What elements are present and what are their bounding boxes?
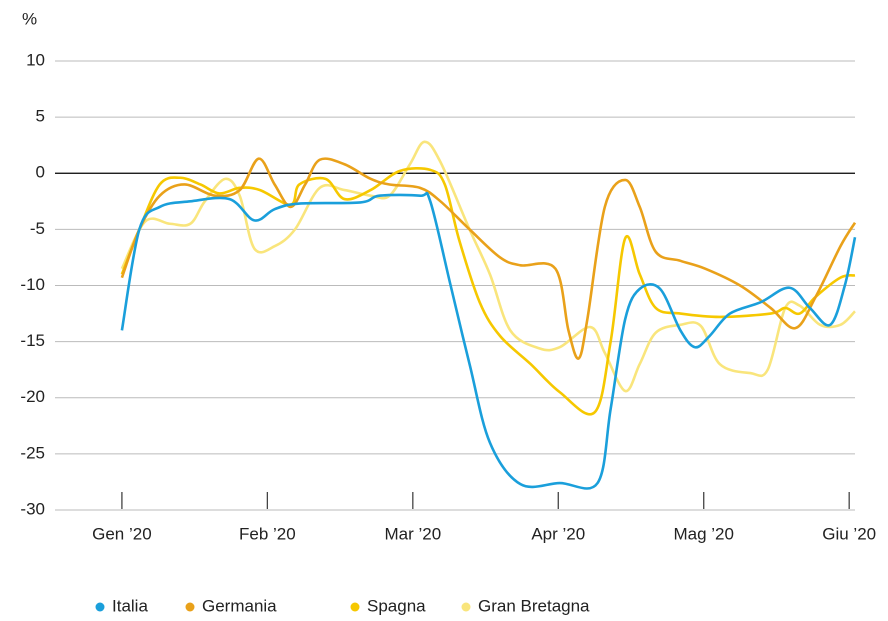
- y-tick-label: -25: [20, 443, 45, 462]
- y-axis-label: %: [22, 9, 37, 28]
- legend-label: Spagna: [367, 596, 426, 615]
- legend-label: Germania: [202, 596, 277, 615]
- legend-marker: [185, 602, 195, 612]
- y-tick-label: 10: [26, 50, 45, 69]
- legend-label: Gran Bretagna: [478, 596, 590, 615]
- y-tick-label: -30: [20, 499, 45, 518]
- x-tick-label: Apr ’20: [531, 524, 585, 543]
- y-tick-label: -5: [30, 219, 45, 238]
- line: [120, 167, 856, 416]
- legend-label: Italia: [112, 596, 148, 615]
- y-tick-label: -15: [20, 331, 45, 350]
- line: [120, 157, 857, 360]
- x-tick-label: Mar ’20: [384, 524, 441, 543]
- line: [120, 140, 856, 393]
- x-tick-label: Mag ’20: [673, 524, 733, 543]
- y-tick-label: -10: [20, 275, 45, 294]
- y-tick-label: 0: [36, 163, 45, 182]
- x-tick-label: Giu ’20: [822, 524, 876, 543]
- y-tick-label: -20: [20, 387, 45, 406]
- legend-marker: [95, 602, 105, 612]
- x-tick-label: Gen ’20: [92, 524, 152, 543]
- legend-marker: [461, 602, 471, 612]
- x-tick-label: Feb ’20: [239, 524, 296, 543]
- legend-marker: [350, 602, 360, 612]
- line: [120, 191, 857, 490]
- y-tick-label: 5: [36, 107, 45, 126]
